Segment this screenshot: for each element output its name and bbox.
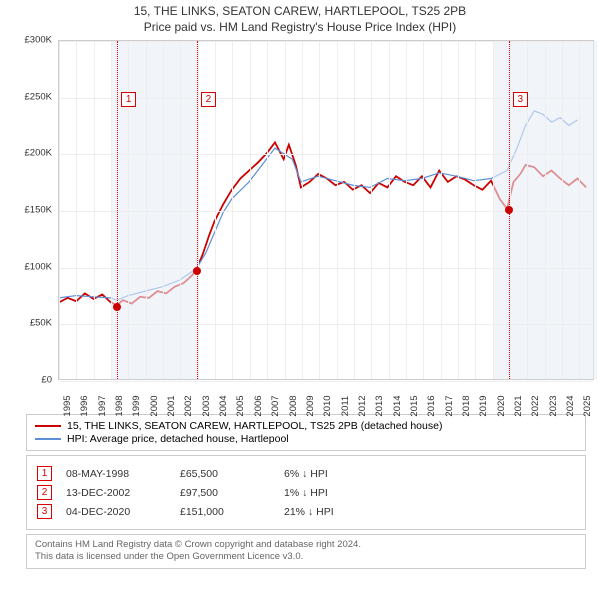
transaction-marker	[113, 303, 121, 311]
x-tick-label: 2006	[253, 395, 264, 416]
x-tick-label: 2004	[218, 395, 229, 416]
legend-swatch	[35, 438, 61, 440]
y-tick-label: £200K	[25, 148, 52, 159]
y-tick-label: £50K	[30, 318, 52, 329]
x-tick-label: 2019	[478, 395, 489, 416]
transaction-pct: 21% ↓ HPI	[284, 506, 394, 518]
y-axis: £0£50K£100K£150K£200K£250K£300K	[18, 40, 56, 380]
chart-container: 15, THE LINKS, SEATON CAREW, HARTLEPOOL,…	[0, 0, 600, 590]
x-tick-label: 2001	[166, 395, 177, 416]
legend: 15, THE LINKS, SEATON CAREW, HARTLEPOOL,…	[26, 414, 586, 451]
y-tick-label: £250K	[25, 91, 52, 102]
title-line2: Price paid vs. HM Land Registry's House …	[6, 20, 594, 34]
x-tick-label: 1999	[131, 395, 142, 416]
x-tick-label: 2011	[340, 396, 351, 416]
transaction-date: 13-DEC-2002	[66, 487, 166, 499]
x-tick-label: 2002	[183, 395, 194, 416]
reference-marker-box: 1	[121, 92, 136, 107]
x-tick-label: 1996	[79, 395, 90, 416]
arrow-down-icon: ↓	[302, 468, 307, 480]
transaction-number-box: 1	[37, 466, 52, 481]
x-tick-label: 2010	[322, 395, 333, 416]
transaction-marker	[193, 267, 201, 275]
x-tick-label: 1995	[62, 395, 73, 416]
x-tick-label: 2009	[305, 395, 316, 416]
plot-area: 1 2 3	[58, 40, 594, 380]
y-tick-label: £0	[41, 375, 52, 386]
legend-item: 15, THE LINKS, SEATON CAREW, HARTLEPOOL,…	[35, 420, 577, 432]
transaction-price: £97,500	[180, 487, 270, 499]
y-tick-label: £300K	[25, 35, 52, 46]
x-tick-label: 2015	[409, 395, 420, 416]
legend-item: HPI: Average price, detached house, Hart…	[35, 433, 577, 445]
x-tick-label: 2014	[392, 395, 403, 416]
x-tick-label: 2003	[201, 395, 212, 416]
attribution: Contains HM Land Registry data © Crown c…	[26, 534, 586, 569]
transactions-table: 1 08-MAY-1998 £65,500 6% ↓ HPI 2 13-DEC-2002 £…	[26, 455, 586, 530]
reference-marker-box: 2	[201, 92, 216, 107]
chart-area: £0£50K£100K£150K£200K£250K£300K 123 1995…	[26, 40, 594, 410]
x-tick-label: 2005	[235, 395, 246, 416]
transaction-pct: 6% ↓ HPI	[284, 468, 394, 480]
arrow-down-icon: ↓	[302, 487, 307, 499]
x-tick-label: 2021	[513, 395, 524, 416]
x-tick-label: 2000	[149, 395, 160, 416]
x-tick-label: 1997	[97, 395, 108, 416]
legend-swatch	[35, 425, 61, 427]
transaction-number-box: 2	[37, 485, 52, 500]
x-tick-label: 2008	[288, 395, 299, 416]
legend-label: HPI: Average price, detached house, Hart…	[67, 433, 289, 445]
x-tick-label: 2012	[357, 395, 368, 416]
x-tick-label: 2013	[374, 395, 385, 416]
x-tick-label: 2017	[444, 395, 455, 416]
transaction-row: 1 08-MAY-1998 £65,500 6% ↓ HPI	[37, 466, 575, 481]
transaction-number-box: 3	[37, 504, 52, 519]
attribution-line1: Contains HM Land Registry data © Crown c…	[35, 539, 577, 551]
transaction-date: 08-MAY-1998	[66, 468, 166, 480]
reference-marker-box: 3	[513, 92, 528, 107]
legend-label: 15, THE LINKS, SEATON CAREW, HARTLEPOOL,…	[67, 420, 442, 432]
attribution-line2: This data is licensed under the Open Gov…	[35, 551, 577, 563]
transaction-pct: 1% ↓ HPI	[284, 487, 394, 499]
transaction-price: £151,000	[180, 506, 270, 518]
transaction-row: 2 13-DEC-2002 £97,500 1% ↓ HPI	[37, 485, 575, 500]
y-tick-label: £100K	[25, 261, 52, 272]
title-line1: 15, THE LINKS, SEATON CAREW, HARTLEPOOL,…	[6, 4, 594, 18]
x-tick-label: 1998	[114, 395, 125, 416]
x-tick-label: 2007	[270, 395, 281, 416]
transaction-price: £65,500	[180, 468, 270, 480]
x-tick-label: 2016	[426, 395, 437, 416]
x-tick-label: 2023	[548, 395, 559, 416]
x-tick-label: 2020	[496, 395, 507, 416]
x-tick-label: 2022	[530, 395, 541, 416]
x-axis: 1995199619971998199920002001200220032004…	[58, 380, 594, 410]
arrow-down-icon: ↓	[308, 506, 313, 518]
transaction-row: 3 04-DEC-2020 £151,000 21% ↓ HPI	[37, 504, 575, 519]
x-tick-label: 2018	[461, 395, 472, 416]
x-tick-label: 2025	[582, 395, 593, 416]
transaction-date: 04-DEC-2020	[66, 506, 166, 518]
y-tick-label: £150K	[25, 205, 52, 216]
transaction-marker	[505, 206, 513, 214]
x-tick-label: 2024	[565, 395, 576, 416]
